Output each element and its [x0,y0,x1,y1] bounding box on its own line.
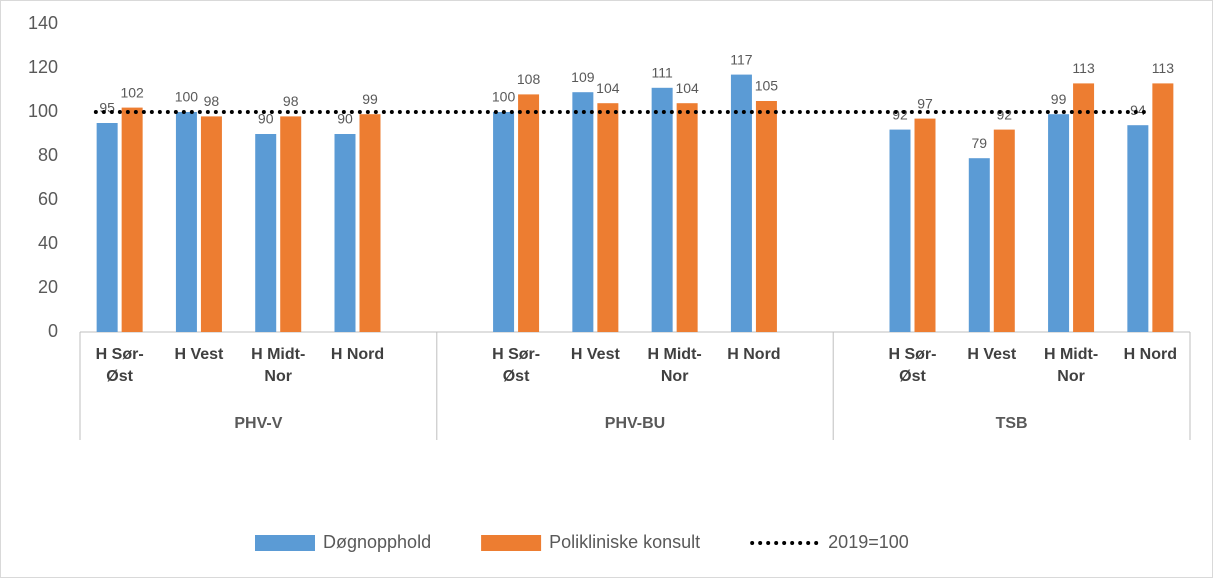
bar [121,107,143,332]
legend-swatch [481,535,542,551]
x-tick-label: H Sør-Øst [95,346,144,385]
group-label: PHV-V [234,415,282,432]
data-label: 90 [337,111,353,127]
x-tick-label-box: H Midt-Nor [647,346,702,385]
data-label: 99 [1051,91,1067,107]
data-label: 109 [571,69,595,85]
x-tick-label: H Vest [967,346,1017,363]
x-tick-label-box: H Vest [570,346,620,363]
x-tick-label-box: H Midt-Nor [251,346,306,385]
data-label: 102 [120,84,144,100]
bar [968,158,990,332]
bar [572,92,594,332]
data-label: 97 [917,95,933,111]
legend-label: Polikliniske konsult [549,532,700,552]
x-tick-label-box: H Vest [174,346,224,363]
bar [175,112,197,332]
x-tick-label-box: H Midt-Nor [1043,346,1099,385]
legend-label: 2019=100 [828,532,909,552]
bar [755,101,777,332]
group-label: PHV-BU [605,415,665,432]
data-label: 104 [596,80,620,96]
bar [334,134,356,332]
x-tick-label-box: H Sør-Øst [95,346,144,385]
group-label: TSB [996,415,1028,432]
data-label: 92 [996,106,1012,122]
bar [96,123,118,332]
bar [730,74,752,332]
bar [993,129,1015,332]
bar [359,114,381,332]
x-tick-label-box: H Sør-Øst [888,346,937,385]
y-tick-label: 100 [28,101,58,121]
x-tick-label: H Vest [174,346,224,363]
x-tick-label-box: H Vest [967,346,1017,363]
data-label: 92 [892,106,908,122]
data-label: 111 [652,65,673,81]
bar [518,94,540,333]
x-tick-label-box: H Nord [1123,346,1177,363]
y-tick-label: 80 [38,145,58,165]
data-label: 105 [755,78,779,94]
bar [676,103,698,332]
y-tick-label: 140 [28,13,58,33]
x-tick-label: H Vest [570,346,620,363]
bar [200,116,222,333]
x-tick-label-box: H Sør-Øst [492,346,541,385]
legend-label: Døgnopphold [323,532,431,552]
x-tick-label: H Midt-Nor [1043,346,1099,385]
y-tick-label: 40 [38,233,58,253]
data-label: 113 [1072,60,1095,76]
bar [280,116,302,333]
x-tick-label: H Nord [727,346,781,363]
bar [914,118,936,332]
bar [651,87,673,332]
data-label: 108 [517,71,541,87]
data-label: 90 [258,111,274,127]
x-tick-label-box: H Nord [330,346,385,363]
data-label: 117 [730,51,753,67]
data-label: 100 [175,89,199,105]
x-tick-label: H Sør-Øst [888,346,937,385]
bar [1048,114,1070,332]
bar [889,129,911,332]
data-label: 100 [492,89,516,105]
data-label: 99 [362,91,378,107]
bar [493,112,515,332]
data-label: 94 [1130,102,1146,118]
y-tick-label: 0 [48,321,58,341]
data-label: 79 [971,135,987,151]
data-label: 104 [675,80,699,96]
x-tick-label-box: H Nord [727,346,781,363]
bar [597,103,619,332]
legend-swatch [255,535,315,551]
y-tick-label: 20 [38,277,58,297]
data-label: 98 [283,93,299,109]
bar [255,134,277,332]
x-tick-label: H Nord [330,346,385,363]
y-tick-label: 60 [38,189,58,209]
bar [1073,83,1095,333]
data-label: 98 [204,93,220,109]
bar [1127,125,1149,332]
bar [1152,83,1174,333]
x-tick-label: H Nord [1123,346,1177,363]
data-label: 113 [1152,60,1175,76]
x-tick-label: H Midt-Nor [647,346,702,385]
x-tick-label: H Midt-Nor [251,346,306,385]
y-tick-label: 120 [28,57,58,77]
x-tick-label: H Sør-Øst [492,346,541,385]
